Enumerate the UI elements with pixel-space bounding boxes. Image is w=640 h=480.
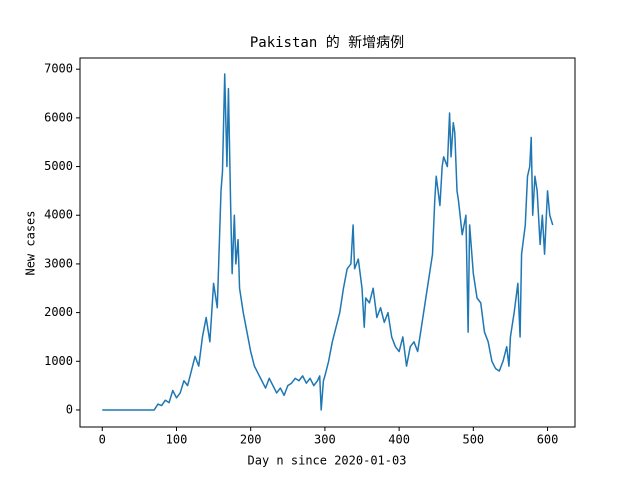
y-tick-label: 7000 bbox=[44, 62, 73, 76]
y-axis-label: New cases bbox=[24, 210, 38, 275]
y-tick-label: 3000 bbox=[44, 256, 73, 270]
y-tick-label: 2000 bbox=[44, 305, 73, 319]
x-axis-label: Day n since 2020-01-03 bbox=[248, 454, 407, 468]
x-tick-label: 0 bbox=[99, 433, 106, 447]
y-tick-label: 0 bbox=[66, 402, 73, 416]
x-tick-label: 400 bbox=[388, 433, 410, 447]
chart-title: Pakistan 的 新增病例 bbox=[250, 35, 404, 51]
x-tick-label: 200 bbox=[240, 433, 262, 447]
y-tick-label: 4000 bbox=[44, 208, 73, 222]
data-line bbox=[102, 73, 554, 411]
y-tick-label: 6000 bbox=[44, 110, 73, 124]
x-tick-label: 600 bbox=[537, 433, 559, 447]
plot-frame bbox=[79, 57, 576, 428]
y-tick-label: 5000 bbox=[44, 159, 73, 173]
x-tick-label: 100 bbox=[166, 433, 188, 447]
x-tick-label: 500 bbox=[462, 433, 484, 447]
x-tick-label: 300 bbox=[314, 433, 336, 447]
y-tick-label: 1000 bbox=[44, 354, 73, 368]
